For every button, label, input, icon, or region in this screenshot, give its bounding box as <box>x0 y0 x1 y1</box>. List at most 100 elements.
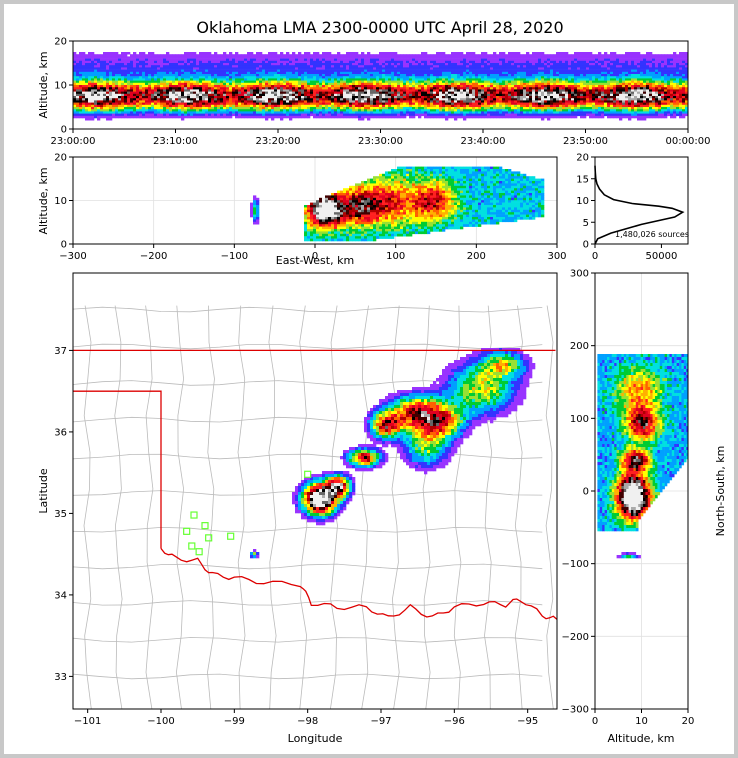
density-cell <box>283 98 287 101</box>
density-cell <box>229 74 233 77</box>
density-cell <box>97 82 101 86</box>
density-cell <box>94 63 98 66</box>
density-cell <box>316 104 320 108</box>
density-cell <box>328 111 332 114</box>
density-cell <box>415 69 419 73</box>
density-cell <box>574 104 578 108</box>
density-cell <box>124 56 128 59</box>
density-cell <box>172 74 176 77</box>
density-cell <box>400 87 404 90</box>
density-cell <box>439 60 443 64</box>
density-cell <box>487 58 491 62</box>
density-cell <box>214 100 218 103</box>
density-cell <box>289 63 293 66</box>
density-cell <box>127 63 131 66</box>
density-cell <box>244 63 248 66</box>
density-cell <box>526 58 530 62</box>
density-cell <box>415 58 419 62</box>
density-cell <box>373 82 377 86</box>
density-cell <box>355 109 359 112</box>
density-cell <box>457 56 461 59</box>
density-cell <box>430 54 434 57</box>
density-cell <box>574 93 578 97</box>
density-cell <box>190 58 194 62</box>
density-cell <box>448 67 452 70</box>
density-cell <box>388 67 392 70</box>
density-cell <box>478 102 482 106</box>
density-cell <box>115 96 119 99</box>
density-cell <box>442 80 446 84</box>
density-cell <box>520 69 524 73</box>
density-cell <box>283 65 287 68</box>
density-cell <box>508 60 512 64</box>
density-cell <box>103 56 107 59</box>
density-cell <box>295 87 299 90</box>
density-cell <box>550 104 554 108</box>
density-cell <box>418 115 422 119</box>
density-cell <box>115 80 119 84</box>
density-cell <box>535 67 539 70</box>
density-cell <box>562 85 566 88</box>
density-cell <box>430 58 434 62</box>
density-cell <box>490 87 494 90</box>
density-cell <box>307 104 311 108</box>
density-cell <box>457 100 461 103</box>
density-cell <box>304 104 308 108</box>
density-cell <box>475 96 479 99</box>
density-cell <box>115 63 119 66</box>
density-cell <box>127 111 131 114</box>
density-cell <box>145 102 149 106</box>
density-cell <box>529 111 533 114</box>
density-cell <box>562 93 566 97</box>
density-cell <box>103 102 107 106</box>
density-cell <box>553 85 557 88</box>
density-cell <box>406 93 410 97</box>
density-cell <box>91 85 95 88</box>
density-cell <box>106 109 110 112</box>
density-cell <box>169 82 173 86</box>
density-cell <box>217 78 221 81</box>
density-cell <box>478 65 482 68</box>
density-cell <box>247 60 251 64</box>
density-cell <box>382 113 386 117</box>
density-cell <box>211 69 215 73</box>
density-cell <box>511 65 515 68</box>
density-cell <box>457 60 461 64</box>
density-cell <box>274 93 278 97</box>
density-cell <box>331 100 335 103</box>
density-cell <box>484 115 488 119</box>
density-cell <box>361 87 365 90</box>
density-cell <box>346 96 350 99</box>
density-cell <box>367 63 371 66</box>
density-cell <box>445 60 449 64</box>
density-cell <box>388 93 392 97</box>
density-cell <box>73 104 77 108</box>
density-cell <box>226 60 230 64</box>
density-cell <box>286 111 290 114</box>
density-cell <box>301 65 305 68</box>
density-cell <box>136 96 140 99</box>
density-cell <box>244 56 248 59</box>
density-cell <box>265 100 269 103</box>
density-cell <box>247 89 251 92</box>
density-cell <box>112 58 116 62</box>
density-cell <box>409 113 413 117</box>
density-cell <box>316 54 320 57</box>
density-cell <box>403 104 407 108</box>
density-cell <box>199 76 203 79</box>
density-cell <box>193 96 197 99</box>
density-cell <box>541 78 545 81</box>
density-cell <box>439 111 443 114</box>
density-cell <box>334 78 338 81</box>
density-cell <box>223 52 227 55</box>
density-cell <box>379 58 383 62</box>
density-cell <box>406 96 410 99</box>
density-cell <box>226 65 230 68</box>
density-cell <box>511 107 515 110</box>
density-cell <box>166 91 170 95</box>
density-cell <box>73 52 77 55</box>
density-cell <box>154 54 158 57</box>
density-cell <box>442 69 446 73</box>
density-cell <box>124 54 128 57</box>
density-cell <box>178 107 182 110</box>
